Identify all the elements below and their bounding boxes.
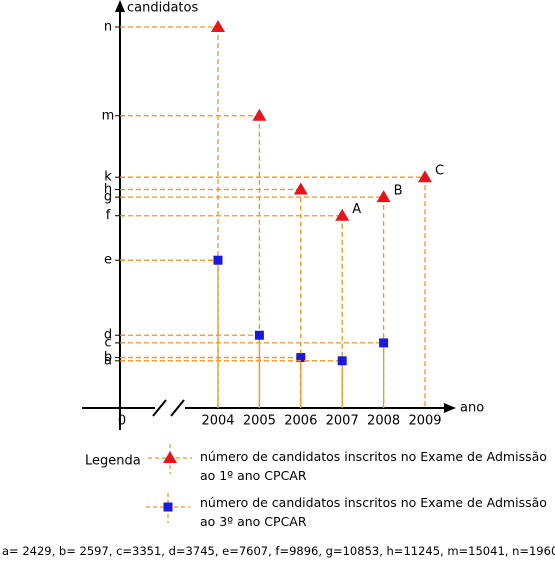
- x-tick-label: 2005: [243, 414, 276, 429]
- point: [254, 330, 264, 340]
- y-tick-label: c: [104, 335, 111, 350]
- footnote: a= 2429, b= 2597, c=3351, d=3745, e=7607…: [2, 544, 555, 558]
- point: [335, 208, 350, 221]
- point: [376, 190, 391, 203]
- x-arrow: [444, 403, 456, 413]
- x-tick-label: 2008: [367, 414, 400, 429]
- legend-label: número de candidatos inscritos no Exame …: [200, 449, 547, 483]
- annotation: A: [352, 202, 361, 217]
- annotation: C: [435, 164, 444, 179]
- x-tick-label: 2007: [326, 414, 359, 429]
- x-tick-label: 2004: [201, 414, 234, 429]
- annotation: B: [394, 184, 403, 199]
- point: [418, 170, 432, 183]
- legend-marker: [163, 502, 173, 512]
- y-arrow: [115, 0, 125, 12]
- y-axis-label: candidatos: [127, 1, 198, 16]
- x-axis-label: ano: [460, 401, 484, 416]
- y-tick-label: k: [104, 170, 112, 185]
- y-tick-label: d: [104, 328, 112, 343]
- legend-label: número de candidatos inscritos no Exame …: [200, 495, 547, 529]
- y-tick-label: f: [106, 208, 111, 223]
- point: [337, 356, 347, 366]
- y-tick-label: g: [104, 190, 112, 205]
- x-tick-label: 2006: [284, 414, 317, 429]
- point: [293, 182, 308, 195]
- y-tick-label: a: [104, 353, 112, 368]
- legend-marker: [163, 451, 177, 463]
- axis-break: [170, 399, 185, 417]
- y-tick-label: n: [104, 20, 112, 35]
- point: [252, 108, 267, 121]
- x-tick-label: 2009: [408, 414, 441, 429]
- point: [211, 20, 225, 33]
- legend-title: Legenda: [85, 454, 141, 469]
- point: [379, 338, 389, 348]
- y-tick-label: e: [104, 253, 112, 268]
- y-tick-label: b: [104, 350, 112, 365]
- origin-label: 0: [118, 414, 126, 429]
- point: [213, 255, 223, 265]
- y-tick-label: h: [104, 182, 112, 197]
- axis-break: [152, 399, 167, 417]
- y-tick-label: m: [102, 108, 115, 123]
- point: [296, 353, 306, 363]
